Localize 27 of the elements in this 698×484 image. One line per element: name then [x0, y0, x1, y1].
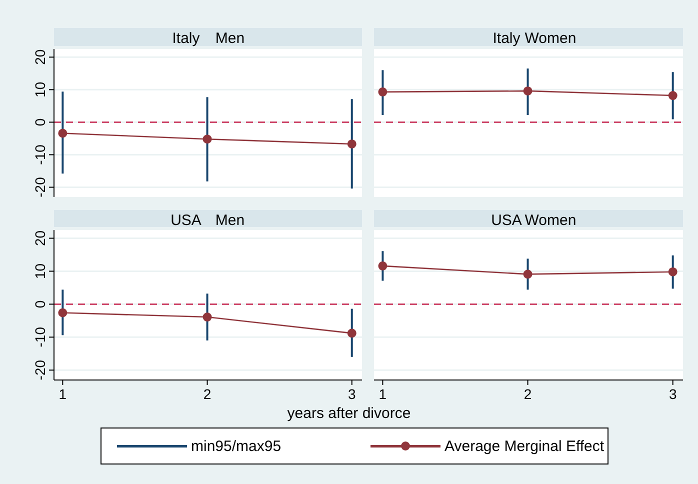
y-tick-label: -10: [32, 144, 48, 165]
chart-title: USA: [170, 212, 202, 229]
chart-title: Italy: [492, 30, 521, 47]
y-tick-label: 0: [32, 118, 48, 126]
x-tick-label: 2: [524, 386, 532, 402]
x-tick-label: 3: [668, 386, 677, 402]
chart-title: Italy: [172, 30, 200, 47]
x-tick-label: 1: [58, 386, 67, 402]
chart-subtitle: Women: [524, 30, 576, 47]
chart-subtitle: Women: [524, 212, 576, 229]
x-tick-label: 2: [203, 386, 212, 402]
legend-label: Average Merginal Effect: [444, 438, 605, 455]
x-tick-label: 3: [348, 386, 356, 402]
x-tick-label: 1: [378, 386, 387, 402]
legend-label: min95/max95: [191, 438, 282, 455]
y-tick-label: -20: [32, 360, 48, 380]
y-tick-label: 0: [32, 300, 48, 308]
chart-subtitle: Men: [215, 30, 245, 47]
x-axis-title: years after divorce: [287, 405, 411, 422]
chart-title: USA: [491, 212, 522, 229]
y-tick-label: 20: [32, 49, 48, 65]
y-tick-label: 20: [32, 230, 48, 246]
y-tick-label: 10: [32, 263, 48, 279]
chart-subtitle: Men: [215, 212, 245, 229]
y-tick-label: -10: [32, 326, 48, 348]
y-tick-label: 10: [32, 82, 48, 98]
y-tick-label: -20: [32, 176, 48, 198]
